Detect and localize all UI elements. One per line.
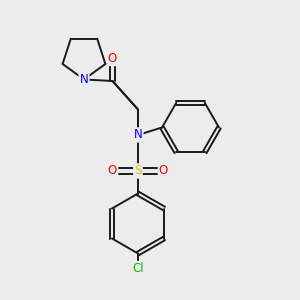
Text: O: O bbox=[108, 164, 117, 178]
Text: Cl: Cl bbox=[132, 262, 144, 275]
Text: S: S bbox=[134, 164, 142, 178]
Text: N: N bbox=[134, 128, 142, 142]
Text: O: O bbox=[108, 52, 117, 65]
Text: N: N bbox=[80, 73, 88, 86]
Text: O: O bbox=[159, 164, 168, 178]
